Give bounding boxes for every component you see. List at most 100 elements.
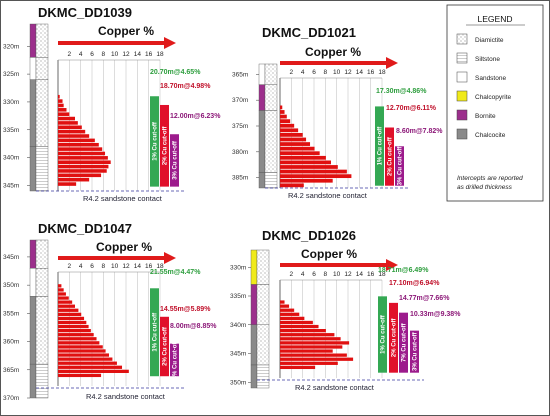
x-tick-label: 14: [134, 263, 142, 270]
mineral-strip: [250, 249, 258, 285]
copper-bar: [58, 160, 111, 164]
copper-bar: [58, 288, 64, 292]
copper-bar: [58, 365, 123, 369]
depth-label: 320m: [3, 43, 19, 50]
copper-bar: [280, 329, 326, 333]
mineral-strip: [29, 296, 37, 365]
mineral-strip: [29, 79, 37, 147]
mineral-strip: [29, 57, 37, 80]
x-tick-label: 12: [344, 69, 352, 76]
copper-bar: [280, 308, 295, 312]
copper-bar: [280, 137, 307, 142]
copper-bar: [58, 156, 108, 160]
copper-bar: [58, 369, 129, 373]
copper-bar: [280, 316, 305, 321]
cutoff-bar: [410, 330, 419, 373]
copper-bar: [58, 94, 60, 99]
cutoff-label: 1% Cu cut-off: [381, 314, 387, 354]
copper-bar: [58, 284, 62, 288]
copper-bar: [58, 316, 85, 321]
lithology-segment: [35, 268, 49, 297]
x-tick-label: 2: [290, 271, 294, 278]
copper-bar: [280, 160, 331, 165]
x-tick-label: 4: [79, 263, 83, 270]
copper-bar: [58, 138, 95, 143]
copper-bar: [58, 353, 109, 357]
depth-label: 335m: [230, 293, 246, 300]
cutoff-bar: [150, 96, 159, 187]
cutoff-label: 2% Cu cut-off: [163, 326, 169, 366]
intercept-label: 17.10m@6.94%: [389, 280, 440, 287]
x-tick-label: 6: [90, 263, 94, 270]
copper-bar: [58, 125, 82, 130]
copper-bar: [280, 320, 313, 325]
legend-swatch: [456, 109, 468, 121]
copper-bar: [280, 304, 290, 308]
copper-bar: [58, 373, 102, 378]
intercept-label: 8.60m@7.82%: [396, 128, 443, 135]
copper-bar: [280, 341, 350, 345]
copper-bar: [58, 324, 89, 329]
intercept-label: 12.00m@6.23%: [170, 113, 221, 120]
x-tick-label: 16: [367, 271, 375, 278]
depth-label: 370m: [3, 395, 19, 402]
mineral-strip: [29, 363, 37, 399]
x-tick-label: 16: [367, 69, 375, 76]
lithology-segment: [35, 23, 49, 58]
copper-bar: [280, 169, 347, 174]
drillhole-title: DKMC_DD1047: [38, 221, 132, 236]
x-tick-label: 2: [68, 263, 72, 270]
x-tick-label: 16: [145, 51, 153, 58]
lithology-segment: [35, 296, 49, 365]
copper-bar: [280, 165, 338, 169]
copper-bar: [58, 182, 77, 186]
depth-label: 345m: [3, 182, 19, 189]
legend-note-line2: as drilled thickness: [457, 184, 513, 191]
x-tick-label: 14: [356, 69, 364, 76]
depth-label: 345m: [230, 351, 246, 358]
copper-bar: [280, 155, 326, 160]
cutoff-label: 2% Cu cut-off: [392, 317, 398, 357]
x-tick-label: 6: [312, 69, 316, 76]
copper-bar: [58, 112, 70, 116]
mineral-strip: [258, 172, 266, 189]
cutoff-bar: [160, 104, 169, 187]
contact-label: R4.2 sandstone contact: [288, 191, 368, 200]
copper-bar: [58, 357, 113, 361]
depth-label: 365m: [232, 71, 248, 78]
legend-label: Chalcopyrite: [475, 94, 512, 101]
x-tick-label: 18: [156, 51, 164, 58]
copper-bar: [58, 308, 79, 312]
drillhole-panel: DKMC_DD1026 Copper % 2 4 6 8 10 12 14 16 18 330m 335…: [230, 228, 461, 392]
drillhole-title: DKMC_DD1021: [262, 25, 356, 40]
copper-bar: [58, 349, 106, 353]
copper-bar: [280, 110, 285, 114]
x-tick-label: 12: [122, 263, 130, 270]
copper-bar: [280, 146, 315, 151]
copper-bar: [58, 164, 109, 169]
legend-label: Sandstone: [475, 75, 506, 82]
copper-bar: [280, 114, 287, 119]
cutoff-label: 3% Cu cut-off: [173, 140, 179, 180]
cutoff-bar: [150, 288, 159, 377]
depth-label: 350m: [230, 379, 246, 386]
cutoff-bar: [399, 312, 408, 373]
x-tick-label: 8: [324, 69, 328, 76]
cutoff-label: 1% Cu cut-off: [153, 312, 159, 352]
depth-label: 370m: [232, 97, 248, 104]
copper-bar: [280, 105, 283, 110]
copper-bar: [58, 292, 66, 296]
mineral-strip: [250, 364, 258, 389]
x-tick-label: 8: [102, 51, 106, 58]
x-tick-label: 10: [111, 263, 119, 270]
mineral-strip: [258, 63, 266, 85]
x-tick-label: 4: [301, 69, 305, 76]
lithology-segment: [35, 146, 49, 192]
intercept-label: 12.70m@6.11%: [386, 105, 437, 112]
depth-label: 375m: [232, 123, 248, 130]
copper-bar: [280, 128, 299, 133]
intercept-label: 8.00m@8.85%: [170, 323, 217, 330]
legend-note-line1: Intercepts are reported: [457, 175, 523, 182]
copper-bar: [280, 333, 335, 337]
